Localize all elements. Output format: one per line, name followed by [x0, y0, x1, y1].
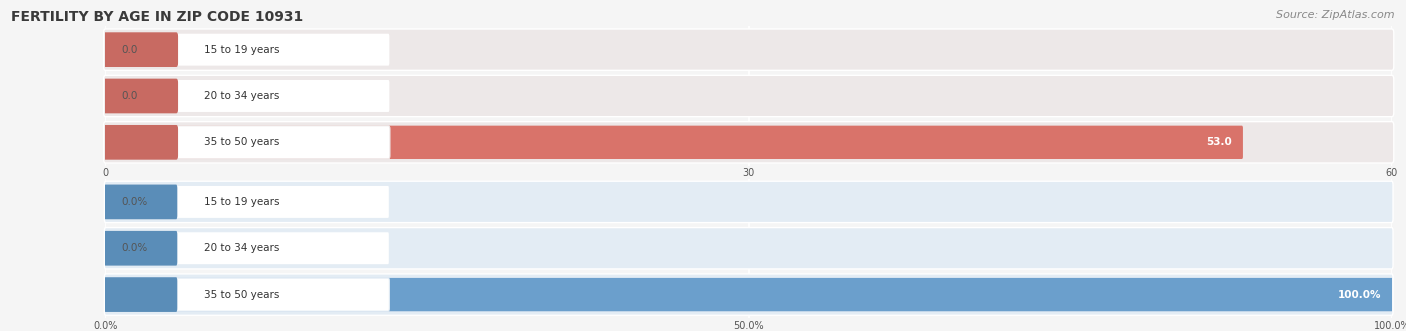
Text: 53.0: 53.0: [1206, 137, 1232, 147]
FancyBboxPatch shape: [104, 185, 177, 219]
FancyBboxPatch shape: [104, 75, 1393, 117]
Text: 15 to 19 years: 15 to 19 years: [204, 45, 278, 55]
FancyBboxPatch shape: [104, 33, 389, 66]
FancyBboxPatch shape: [104, 231, 177, 265]
Text: 35 to 50 years: 35 to 50 years: [204, 137, 278, 147]
Text: FERTILITY BY AGE IN ZIP CODE 10931: FERTILITY BY AGE IN ZIP CODE 10931: [11, 10, 304, 24]
FancyBboxPatch shape: [104, 125, 179, 160]
FancyBboxPatch shape: [104, 278, 389, 311]
FancyBboxPatch shape: [104, 122, 1393, 163]
Text: 0.0%: 0.0%: [121, 197, 148, 207]
Text: 0.0: 0.0: [121, 45, 138, 55]
FancyBboxPatch shape: [104, 228, 1393, 269]
FancyBboxPatch shape: [104, 32, 179, 67]
FancyBboxPatch shape: [105, 278, 1392, 311]
Text: 0.0: 0.0: [121, 91, 138, 101]
Text: 20 to 34 years: 20 to 34 years: [204, 91, 278, 101]
FancyBboxPatch shape: [104, 29, 1393, 70]
FancyBboxPatch shape: [104, 126, 1243, 159]
FancyBboxPatch shape: [104, 277, 177, 312]
Text: 35 to 50 years: 35 to 50 years: [204, 290, 278, 300]
Text: 20 to 34 years: 20 to 34 years: [204, 243, 278, 253]
FancyBboxPatch shape: [104, 126, 389, 159]
FancyBboxPatch shape: [104, 79, 179, 113]
Text: 0.0%: 0.0%: [121, 243, 148, 253]
FancyBboxPatch shape: [104, 185, 389, 218]
FancyBboxPatch shape: [104, 79, 389, 113]
FancyBboxPatch shape: [104, 232, 389, 265]
Text: 15 to 19 years: 15 to 19 years: [204, 197, 278, 207]
Text: 100.0%: 100.0%: [1339, 290, 1382, 300]
FancyBboxPatch shape: [104, 181, 1393, 222]
FancyBboxPatch shape: [104, 274, 1393, 315]
Text: Source: ZipAtlas.com: Source: ZipAtlas.com: [1277, 10, 1395, 20]
